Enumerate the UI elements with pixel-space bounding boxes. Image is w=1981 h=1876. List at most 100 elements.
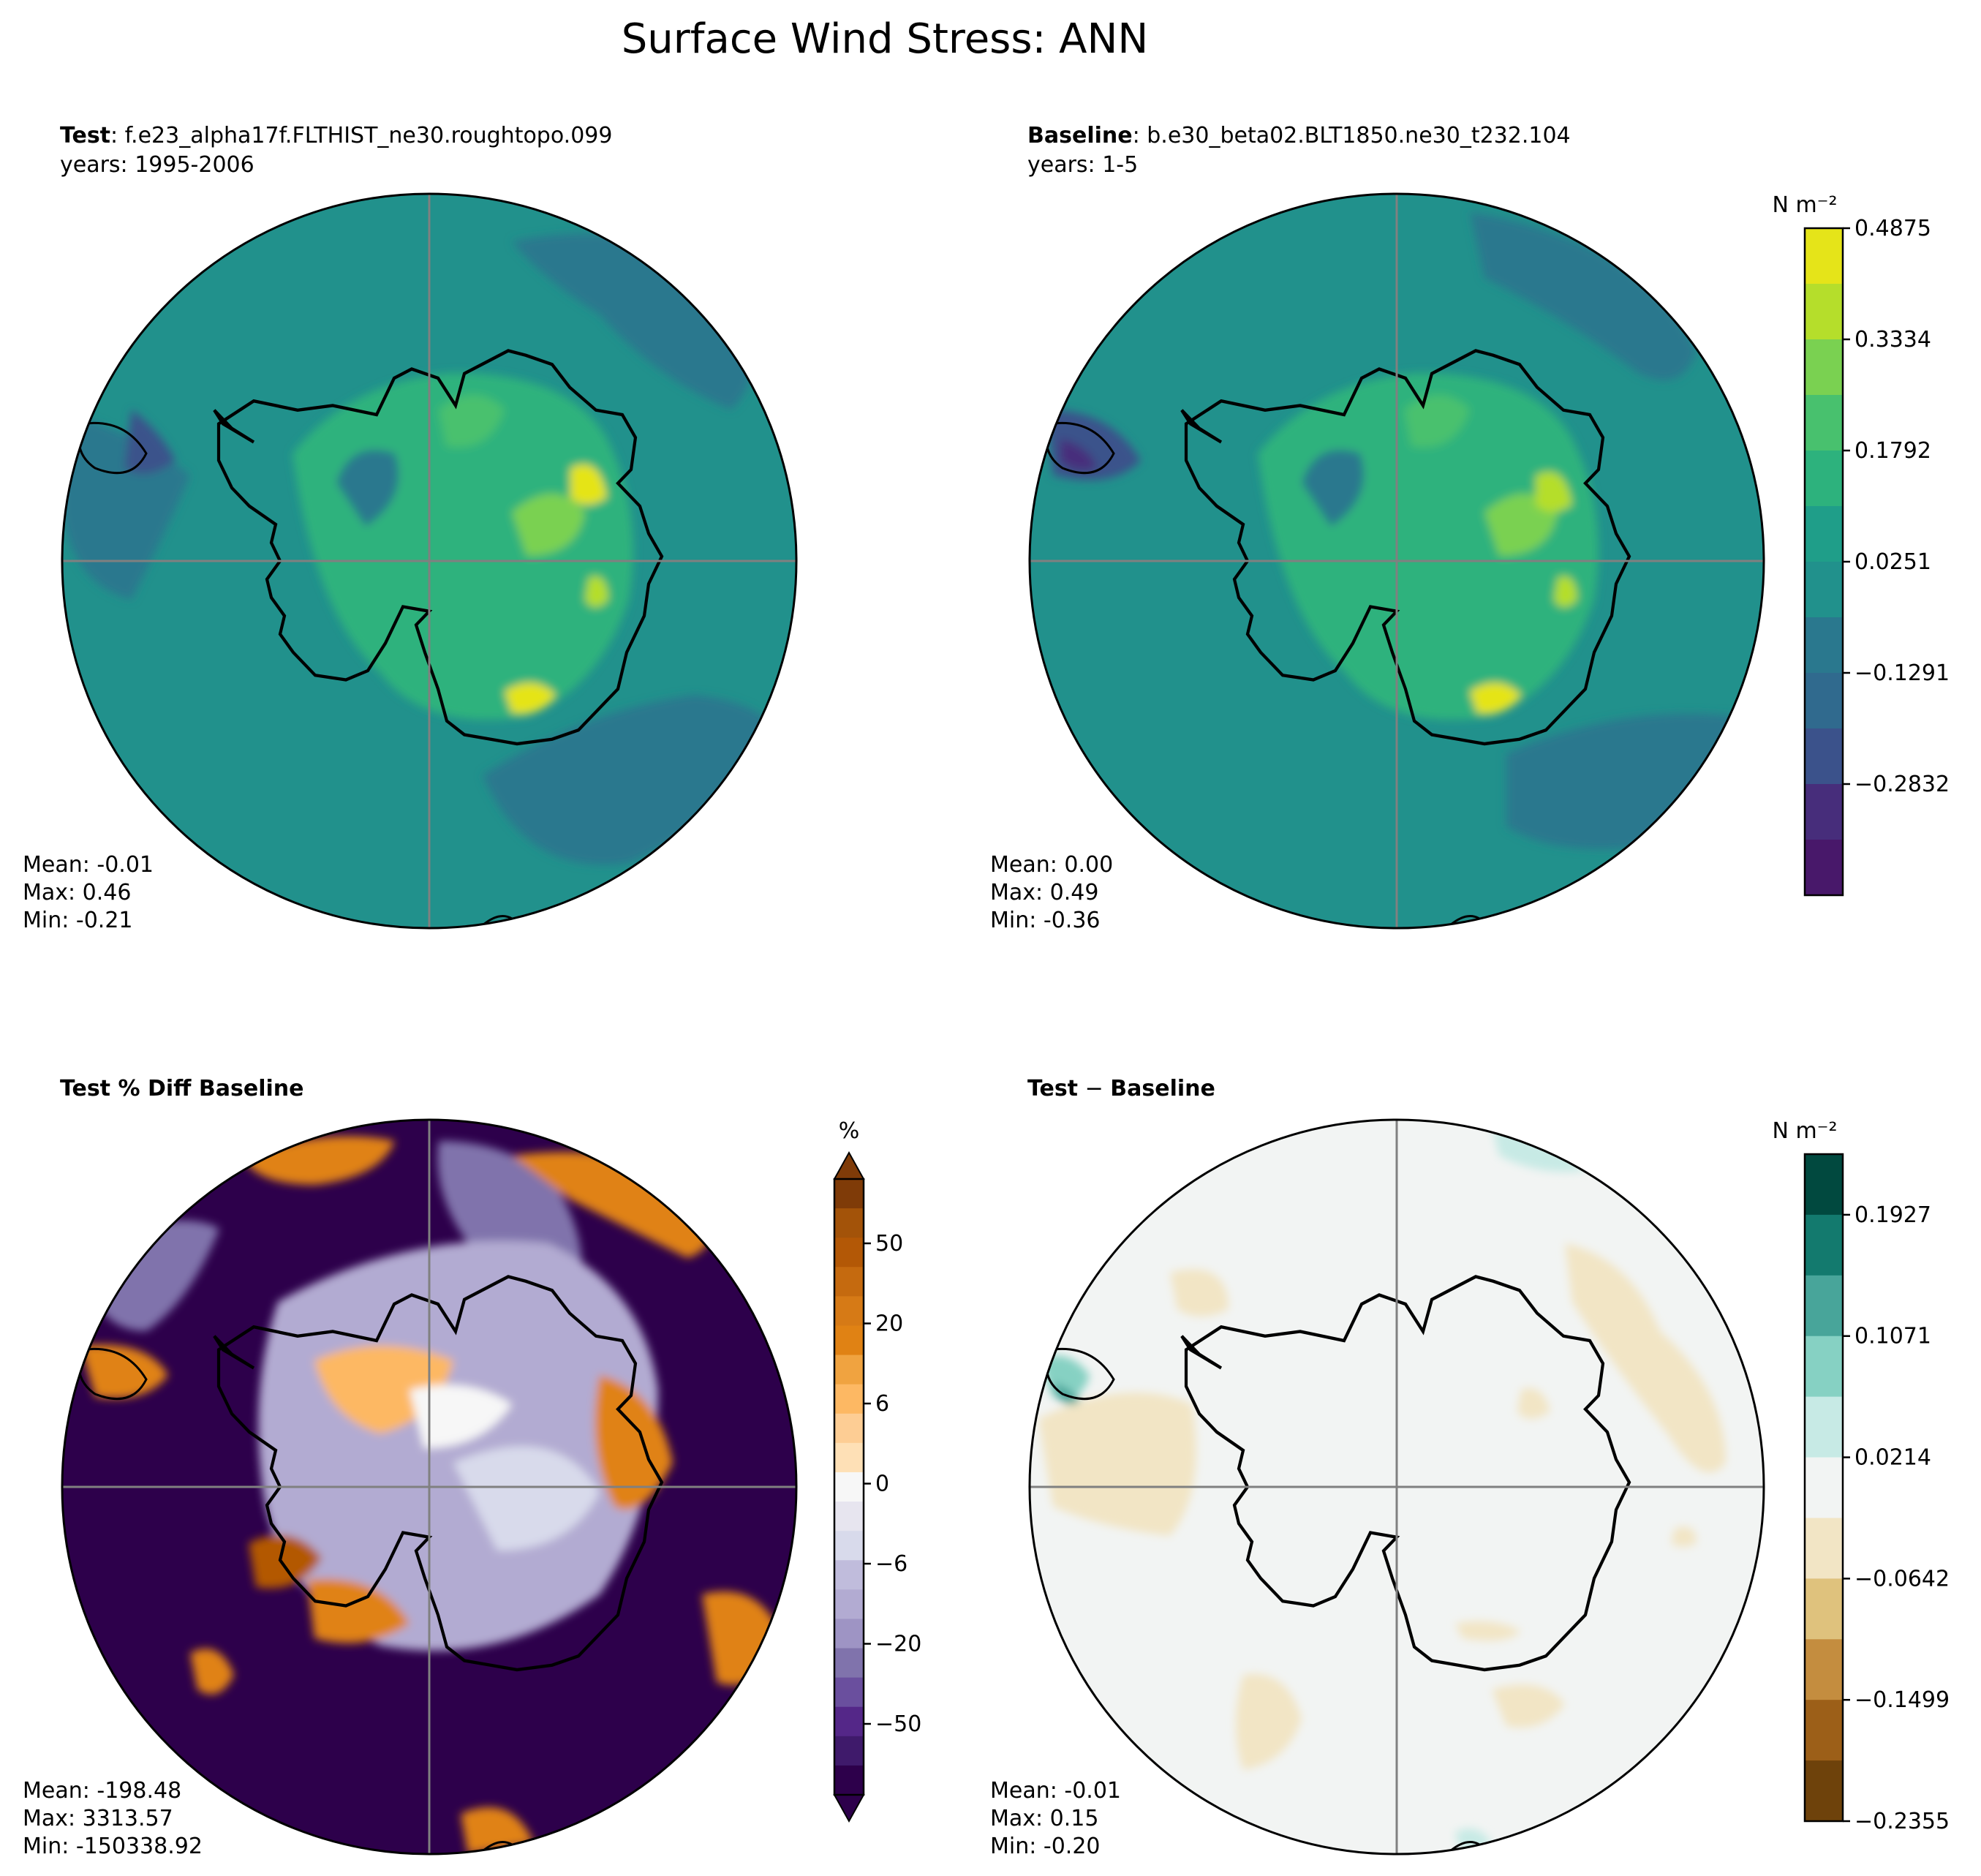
panel-diff-label-bold: Test: [1027, 1076, 1078, 1101]
pct-colorbar-block: [834, 1325, 864, 1356]
colorbar-main: N m⁻² 0.4875 0.3334 0.1792 0.0251 −0.1291 −0.…: [1772, 192, 1950, 897]
colorbar-main-ticks: 0.4875 0.3334 0.1792 0.0251 −0.1291 −0.2832: [1843, 216, 1950, 797]
colorbar-diff-blocks: [1805, 1154, 1843, 1822]
panel-diff-mean: Mean: -0.01: [990, 1778, 1121, 1804]
map-baseline-strong-2: [1484, 494, 1558, 556]
map-baseline-weak-interior: [1302, 450, 1364, 527]
map-test-weak-interior: [336, 450, 399, 527]
panel-test-mean: Mean: -0.01: [23, 852, 154, 878]
map-pctdiff-white-interior: [410, 1385, 512, 1448]
panel-pctdiff-label: Test % Diff Baseline: [60, 1076, 304, 1101]
main-colorbar-tick-label: −0.2832: [1854, 772, 1950, 797]
main-colorbar-block: [1805, 451, 1843, 507]
map-test-weak-region-sa: [124, 410, 176, 474]
figure-title: Surface Wind Stress: ANN: [622, 15, 1149, 63]
map-baseline-peak-2: [1470, 682, 1521, 714]
main-colorbar-tick-label: 0.4875: [1854, 216, 1931, 241]
map-test-peak-1: [570, 464, 607, 505]
pct-colorbar-block: [834, 1472, 864, 1502]
map-pctdiff-orange-s: [461, 1807, 534, 1854]
pct-colorbar-block: [834, 1267, 864, 1297]
map-pctdiff-orange-sw: [307, 1578, 410, 1643]
diff-colorbar-block: [1805, 1578, 1843, 1640]
map-diff-tan-sw: [1236, 1673, 1302, 1770]
diff-colorbar-block: [1805, 1154, 1843, 1216]
map-diff-tan-s: [1455, 1621, 1521, 1641]
main-colorbar-tick-label: −0.1291: [1854, 660, 1950, 686]
colorbar-diff: N m⁻² 0.1927 0.1071 0.0214 −0.0642 −0.1499 −0…: [1772, 1118, 1950, 1834]
diff-colorbar-tick-label: −0.1499: [1854, 1687, 1950, 1713]
main-colorbar-block: [1805, 728, 1843, 785]
pct-colorbar-tick-label: −50: [875, 1711, 921, 1737]
map-test-coastline-south-america: [78, 421, 148, 475]
pct-colorbar-block: [834, 1413, 864, 1444]
map-test-strong-2: [512, 494, 585, 556]
panel-diff: Test − Baseline: [990, 1076, 1765, 1859]
map-diff: [1030, 1120, 1764, 1854]
panel-baseline-max: Max: 0.49: [990, 880, 1098, 905]
pct-colorbar-tick-label: 20: [875, 1311, 903, 1337]
main-colorbar-block: [1805, 506, 1843, 562]
map-pctdiff-light-interior: [453, 1446, 600, 1551]
main-colorbar-tick-label: 0.3334: [1854, 327, 1931, 353]
panel-baseline-mean: Mean: 0.00: [990, 852, 1113, 878]
pct-colorbar-block: [834, 1296, 864, 1327]
main-colorbar-block: [1805, 784, 1843, 840]
map-baseline-peak-3: [1554, 576, 1577, 607]
panel-baseline-label: Baseline: b.e30_beta02.BLT1850.ne30_t232…: [1027, 123, 1571, 148]
map-baseline: [1030, 194, 1764, 928]
pct-colorbar-block: [834, 1765, 864, 1796]
diff-colorbar-block: [1805, 1639, 1843, 1700]
pct-colorbar-block: [834, 1238, 864, 1267]
diff-colorbar-tick-label: 0.1071: [1854, 1324, 1931, 1349]
map-diff-border: [1028, 1118, 1765, 1856]
pct-colorbar-block: [834, 1648, 864, 1679]
diff-colorbar-block: [1805, 1760, 1843, 1822]
main-colorbar-tick-label: 0.1792: [1854, 438, 1931, 464]
map-pctdiff-orange-sw2: [190, 1649, 234, 1695]
colorbar-pct-ticks: 50 20 6 0 −6 −20 −50: [864, 1231, 921, 1737]
panel-test-min: Min: -0.21: [23, 908, 133, 933]
pct-colorbar-block: [834, 1677, 864, 1708]
pct-colorbar-block: [834, 1619, 864, 1649]
diff-colorbar-block: [1805, 1275, 1843, 1337]
panel-baseline-label-text: : b.e30_beta02.BLT1850.ne30_t232.104: [1133, 123, 1571, 148]
panel-baseline-label-bold: Baseline: [1027, 123, 1133, 148]
map-diff-tan-w: [1038, 1393, 1196, 1536]
pct-colorbar-block: [834, 1560, 864, 1590]
colorbar-pct-extend-bottom: [833, 1794, 865, 1823]
pct-colorbar-block: [834, 1706, 864, 1737]
map-pctdiff-light-region: [258, 1240, 658, 1651]
pct-colorbar-block: [834, 1502, 864, 1532]
pct-colorbar-block: [834, 1531, 864, 1561]
map-baseline-strong-1: [1404, 395, 1470, 448]
panel-diff-label-text: −: [1078, 1076, 1110, 1101]
diff-colorbar-block: [1805, 1336, 1843, 1398]
map-test-strong-1: [439, 395, 505, 448]
map-baseline-coastline-south-america: [1045, 421, 1115, 475]
main-colorbar-block: [1805, 339, 1843, 396]
panel-pctdiff-max: Max: 3313.57: [23, 1806, 173, 1831]
colorbar-diff-frame: [1803, 1153, 1844, 1823]
panel-diff-max: Max: 0.15: [990, 1806, 1098, 1831]
diff-colorbar-tick-label: −0.2355: [1854, 1809, 1950, 1834]
diff-colorbar-block: [1805, 1396, 1843, 1458]
main-colorbar-block: [1805, 562, 1843, 618]
colorbar-pct-frame: [833, 1178, 865, 1796]
main-colorbar-block: [1805, 617, 1843, 674]
map-diff-tan-se: [1492, 1684, 1565, 1728]
diff-colorbar-tick-label: 0.0214: [1854, 1445, 1931, 1471]
map-pctdiff-border: [61, 1118, 798, 1856]
panel-pctdiff-mean: Mean: -198.48: [23, 1778, 181, 1804]
map-pctdiff-brown-w: [249, 1534, 322, 1589]
main-colorbar-tick-label: 0.0251: [1854, 549, 1931, 575]
map-baseline-weak-region-ne: [1470, 212, 1697, 380]
pct-colorbar-tick-label: 50: [875, 1231, 903, 1257]
panel-test-label-text: : f.e23_alpha17f.FLTHIST_ne30.roughtopo.…: [110, 123, 612, 148]
map-pctdiff: [62, 1120, 796, 1854]
pct-colorbar-block: [834, 1384, 864, 1414]
panel-diff-min: Min: -0.20: [990, 1834, 1101, 1859]
colorbar-pct-blocks: [834, 1179, 864, 1796]
map-diff-teal-sa: [1038, 1355, 1090, 1398]
